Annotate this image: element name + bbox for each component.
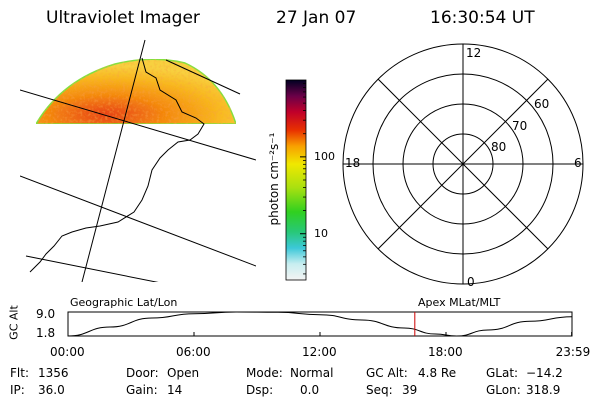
auroral-image-cap bbox=[34, 58, 238, 125]
timeline-xtick-label: 06:00 bbox=[176, 345, 211, 359]
altitude-timeline bbox=[67, 311, 573, 337]
timeline-xtick-label: 18:00 bbox=[428, 345, 463, 359]
colorbar bbox=[285, 79, 307, 281]
instrument-title: Ultraviolet Imager bbox=[46, 8, 200, 28]
door-value: Open bbox=[167, 366, 200, 380]
dsp-value: 0.0 bbox=[300, 383, 320, 397]
mlt-label-0: 0 bbox=[467, 275, 475, 289]
ip-label: IP: bbox=[10, 383, 25, 397]
geographic-caption: Geographic Lat/Lon bbox=[70, 296, 178, 309]
time-label: 16:30:54 UT bbox=[430, 8, 535, 28]
flt-label: Flt: bbox=[10, 366, 29, 380]
timeline-xtick-label: 23:59 bbox=[555, 345, 591, 359]
timeline-ylabel: GC Alt bbox=[7, 305, 21, 340]
mode-value: Normal bbox=[290, 366, 334, 380]
date-label: 27 Jan 07 bbox=[276, 8, 357, 28]
altitude-curve bbox=[67, 311, 572, 337]
glat-value: −14.2 bbox=[526, 366, 563, 380]
mlt-label-18: 18 bbox=[345, 156, 361, 170]
timeline-xtick-label: 12:00 bbox=[302, 345, 337, 359]
door-label: Door: bbox=[126, 366, 159, 380]
mode-label: Mode: bbox=[246, 366, 283, 380]
geographic-map bbox=[20, 39, 256, 282]
glat-label: GLat: bbox=[486, 366, 519, 380]
mlt-label-12: 12 bbox=[466, 46, 482, 60]
gain-label: Gain: bbox=[126, 383, 158, 397]
gcalt-label: GC Alt: bbox=[366, 366, 408, 380]
gcalt-value: 4.8 Re bbox=[418, 366, 457, 380]
coastline bbox=[29, 57, 205, 273]
colorbar-unit-label: photon cm⁻²s⁻¹ bbox=[267, 132, 281, 226]
flt-value: 1356 bbox=[38, 366, 69, 380]
dsp-label: Dsp: bbox=[246, 383, 274, 397]
lat-label-60: 60 bbox=[534, 97, 550, 111]
glon-value: 318.9 bbox=[526, 383, 561, 397]
colorbar-tick-10: 10 bbox=[314, 226, 328, 240]
colorbar-tick-100: 100 bbox=[314, 149, 335, 163]
ip-value: 36.0 bbox=[38, 383, 65, 397]
seq-label: Seq: bbox=[366, 383, 393, 397]
glon-label: GLon: bbox=[486, 383, 521, 397]
timeline-ytick-min: 1.8 bbox=[36, 326, 56, 340]
timeline-xtick-label: 00:00 bbox=[50, 345, 85, 359]
gain-value: 14 bbox=[167, 383, 183, 397]
timeline-ytick-max: 9.0 bbox=[36, 307, 56, 321]
lat-label-70: 70 bbox=[512, 119, 528, 133]
apex-caption: Apex MLat/MLT bbox=[418, 296, 501, 309]
mlt-label-6: 6 bbox=[574, 156, 582, 170]
lat-label-80: 80 bbox=[491, 140, 507, 154]
polar-plot bbox=[342, 43, 584, 285]
seq-value: 39 bbox=[402, 383, 418, 397]
